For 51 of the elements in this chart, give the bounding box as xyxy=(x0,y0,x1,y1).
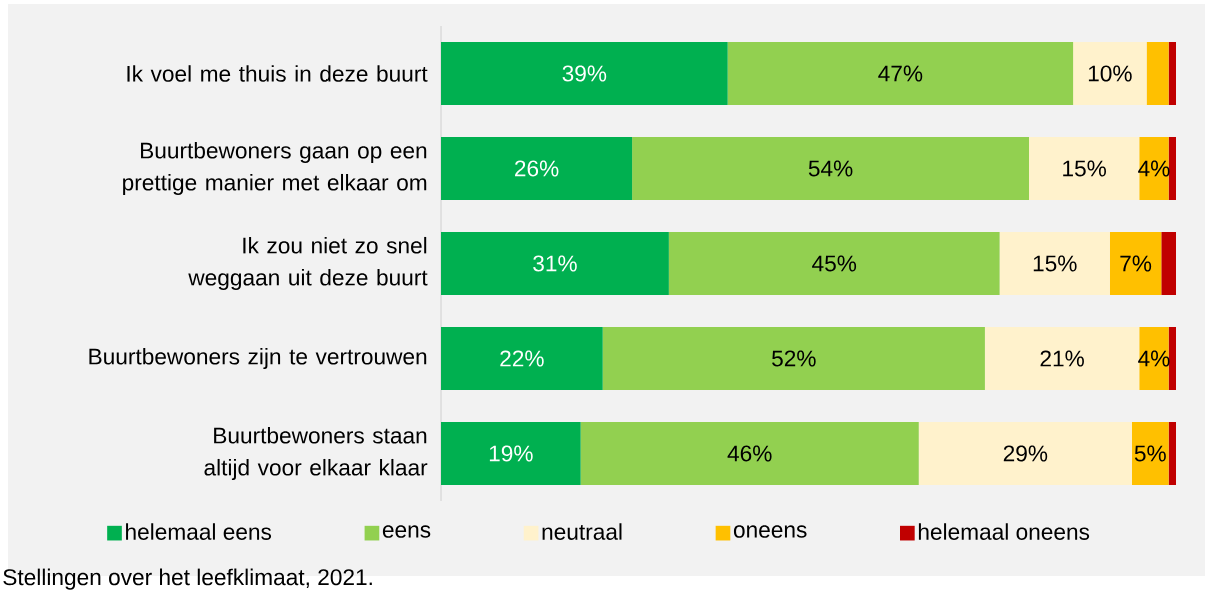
data-label: 5% xyxy=(1134,445,1166,462)
data-label: 15% xyxy=(1063,160,1106,177)
legend-label: helemaal oneens xyxy=(918,523,1090,540)
y-tick-label: Ik voel me thuis in deze buurt xyxy=(127,65,428,82)
data-label: 22% xyxy=(500,350,544,367)
bar xyxy=(632,137,1029,201)
bar xyxy=(999,232,1110,296)
text: Stellingen over het leefklimaat, 2021. xyxy=(3,568,372,590)
bar xyxy=(1168,137,1176,201)
y-tick-label: Ik zou niet zo snel weggaan uit deze buurt xyxy=(188,236,428,291)
data-label: 45% xyxy=(812,255,857,272)
data-label: 52% xyxy=(772,350,816,367)
data-label: 10% xyxy=(1088,65,1132,82)
data-label: 31% xyxy=(533,255,577,272)
bar xyxy=(984,327,1140,391)
bar xyxy=(1073,42,1147,106)
bar xyxy=(441,232,669,296)
bar xyxy=(1146,42,1169,106)
bar xyxy=(727,42,1074,106)
bar xyxy=(1168,422,1176,486)
bar xyxy=(1109,232,1162,296)
y-tick-label: Buurtbewoners gaan op een prettige manier met elkaar om xyxy=(123,141,427,196)
bar xyxy=(1168,42,1176,106)
legend-label: neutraal xyxy=(542,523,622,540)
legend-label: eens xyxy=(382,525,431,538)
legend-label: oneens xyxy=(733,525,807,538)
data-label: 19% xyxy=(489,445,533,462)
bar xyxy=(441,137,633,201)
bar xyxy=(441,422,581,486)
data-label: 26% xyxy=(515,160,559,177)
bar xyxy=(1029,137,1140,201)
bar xyxy=(918,422,1132,486)
data-label: 29% xyxy=(1003,445,1048,462)
data-label: 15% xyxy=(1033,255,1077,272)
bar xyxy=(441,42,728,106)
bar xyxy=(668,232,1000,296)
data-label: 21% xyxy=(1040,350,1084,367)
legend-label: helemaal eens xyxy=(126,523,272,540)
y-tick-label: Buurtbewoners staan altijd voor elkaar klaar xyxy=(204,426,428,481)
bar xyxy=(1168,327,1176,391)
data-label: 46% xyxy=(727,445,772,462)
bar xyxy=(602,327,985,391)
bar xyxy=(441,327,603,391)
bar xyxy=(1161,232,1176,296)
data-label: 7% xyxy=(1120,255,1152,272)
y-tick-label: Buurtbewoners zijn te vertrouwen xyxy=(89,347,427,370)
data-label: 54% xyxy=(808,160,853,177)
bar xyxy=(1131,422,1169,486)
data-label: 39% xyxy=(562,65,607,82)
bar xyxy=(580,422,919,486)
data-label: 47% xyxy=(878,65,923,82)
